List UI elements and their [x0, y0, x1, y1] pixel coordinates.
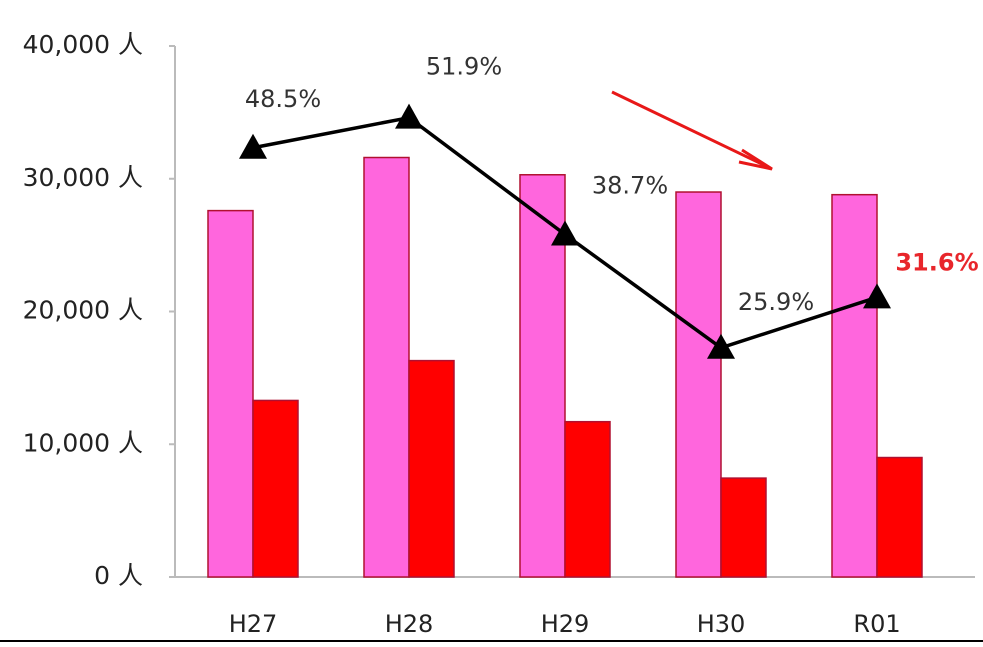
data-label: 48.5% [245, 85, 321, 113]
bar [675, 191, 722, 578]
bar [363, 156, 410, 578]
x-tick-label: H27 [229, 610, 278, 638]
line-marker [551, 220, 579, 246]
line-marker [863, 283, 891, 309]
bar [408, 359, 455, 578]
data-label: 31.6% [895, 248, 978, 276]
line-marker [707, 333, 735, 359]
x-tick-label: H30 [697, 610, 746, 638]
x-tick-label: H28 [385, 610, 434, 638]
y-tick-label: 10,000 人 [23, 428, 143, 457]
trend-arrow-head [738, 148, 773, 171]
x-tick-label: R01 [853, 610, 900, 638]
bar [876, 456, 923, 578]
line-marker [239, 133, 267, 159]
bar [252, 399, 299, 578]
bar [207, 209, 254, 578]
trend-arrow [611, 90, 771, 170]
x-tick-label: H29 [541, 610, 590, 638]
bar [831, 193, 878, 578]
y-tick-label: 20,000 人 [23, 296, 143, 325]
y-tick-label: 0 人 [94, 561, 143, 590]
y-tick-label: 30,000 人 [23, 163, 143, 192]
data-label: 25.9% [738, 288, 814, 316]
data-label: 38.7% [592, 172, 668, 200]
line-marker [395, 103, 423, 129]
data-label: 51.9% [426, 53, 502, 81]
y-tick-label: 40,000 人 [23, 30, 143, 59]
bar [564, 420, 611, 578]
bar [720, 477, 767, 578]
